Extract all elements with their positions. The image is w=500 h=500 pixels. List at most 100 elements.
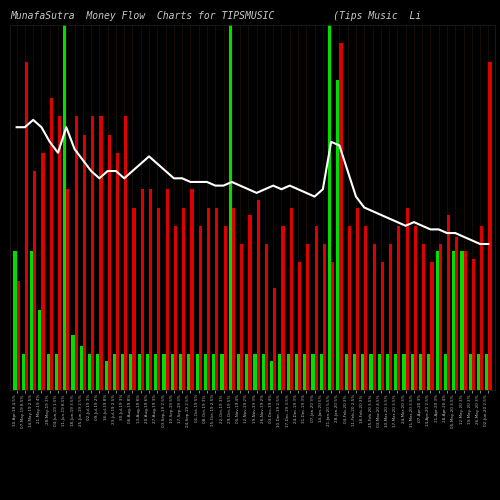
Bar [290, 208, 293, 390]
Bar [245, 354, 248, 390]
Bar [353, 354, 356, 390]
Bar [452, 252, 456, 390]
Text: MunafaSutra  Money Flow  Charts for TIPSMUSIC          (Tips Music  Li: MunafaSutra Money Flow Charts for TIPSMU… [10, 12, 421, 22]
Bar [344, 354, 348, 390]
Bar [477, 354, 480, 390]
Bar [190, 189, 194, 390]
Bar [372, 244, 376, 390]
Bar [398, 226, 400, 390]
Bar [378, 354, 381, 390]
Bar [162, 354, 166, 390]
Bar [422, 244, 426, 390]
Bar [262, 354, 265, 390]
Bar [22, 354, 25, 390]
Bar [323, 244, 326, 390]
Bar [220, 354, 224, 390]
Bar [273, 288, 276, 390]
Bar [328, 25, 331, 390]
Bar [113, 354, 116, 390]
Bar [104, 361, 108, 390]
Bar [170, 354, 174, 390]
Bar [83, 134, 86, 390]
Bar [124, 116, 128, 390]
Bar [196, 354, 198, 390]
Bar [130, 354, 132, 390]
Bar [132, 208, 136, 390]
Bar [340, 44, 342, 390]
Bar [33, 171, 36, 390]
Bar [430, 262, 434, 390]
Bar [88, 354, 91, 390]
Bar [278, 354, 281, 390]
Bar [320, 354, 323, 390]
Bar [232, 208, 235, 390]
Bar [282, 226, 284, 390]
Bar [460, 252, 464, 390]
Bar [472, 258, 475, 390]
Bar [91, 116, 94, 390]
Bar [228, 25, 232, 390]
Bar [240, 244, 243, 390]
Bar [402, 354, 406, 390]
Bar [480, 226, 483, 390]
Bar [256, 200, 260, 390]
Bar [116, 153, 119, 390]
Bar [414, 226, 417, 390]
Bar [270, 361, 273, 390]
Bar [212, 354, 216, 390]
Bar [224, 226, 226, 390]
Bar [138, 354, 141, 390]
Bar [80, 346, 83, 390]
Bar [207, 208, 210, 390]
Bar [314, 226, 318, 390]
Bar [121, 354, 124, 390]
Bar [298, 262, 301, 390]
Bar [419, 354, 422, 390]
Bar [485, 354, 488, 390]
Bar [14, 252, 16, 390]
Bar [389, 244, 392, 390]
Bar [149, 189, 152, 390]
Bar [428, 354, 430, 390]
Bar [96, 354, 100, 390]
Bar [364, 226, 368, 390]
Bar [182, 208, 186, 390]
Bar [146, 354, 149, 390]
Bar [58, 116, 61, 390]
Bar [66, 189, 70, 390]
Bar [63, 25, 66, 390]
Bar [72, 335, 74, 390]
Bar [361, 354, 364, 390]
Bar [204, 354, 207, 390]
Bar [406, 208, 409, 390]
Bar [444, 354, 447, 390]
Bar [447, 215, 450, 390]
Bar [254, 354, 256, 390]
Bar [30, 252, 33, 390]
Bar [42, 153, 44, 390]
Bar [188, 354, 190, 390]
Bar [237, 354, 240, 390]
Bar [286, 354, 290, 390]
Bar [331, 262, 334, 390]
Bar [370, 354, 372, 390]
Bar [386, 354, 389, 390]
Bar [336, 80, 340, 390]
Bar [174, 226, 177, 390]
Bar [38, 310, 42, 390]
Bar [100, 116, 102, 390]
Bar [356, 208, 359, 390]
Bar [74, 116, 78, 390]
Bar [306, 244, 310, 390]
Bar [265, 244, 268, 390]
Bar [46, 354, 50, 390]
Bar [312, 354, 314, 390]
Bar [154, 354, 158, 390]
Bar [488, 62, 492, 390]
Bar [248, 215, 252, 390]
Bar [50, 98, 53, 390]
Bar [303, 354, 306, 390]
Bar [179, 354, 182, 390]
Bar [16, 280, 20, 390]
Bar [394, 354, 398, 390]
